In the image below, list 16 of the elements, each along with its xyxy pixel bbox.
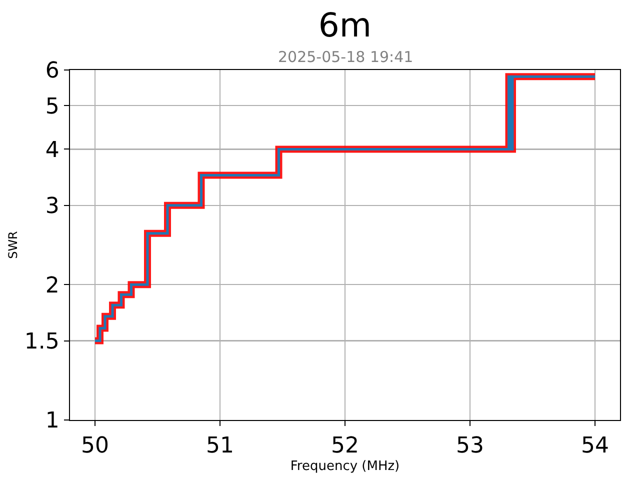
y-tick-label: 2 [45, 273, 60, 298]
y-tick-label: 3 [45, 194, 60, 220]
y-tick-label: 1.5 [24, 330, 60, 354]
x-tick-label: 52 [331, 434, 359, 459]
x-tick-label: 54 [581, 434, 609, 459]
chart-subtitle: 2025-05-18 19:41 [278, 48, 414, 66]
y-tick-label: 6 [45, 58, 60, 84]
chart-title: 6m [318, 6, 372, 45]
y-tick-label: 5 [45, 94, 60, 120]
y-tick-label: 1 [45, 408, 60, 434]
x-tick-label: 50 [81, 434, 109, 459]
y-tick-label: 4 [45, 138, 60, 163]
x-tick-label: 53 [456, 434, 484, 459]
x-axis-title: Frequency (MHz) [290, 459, 400, 474]
x-tick-label: 51 [206, 434, 234, 459]
y-axis-title: SWR [6, 231, 20, 259]
